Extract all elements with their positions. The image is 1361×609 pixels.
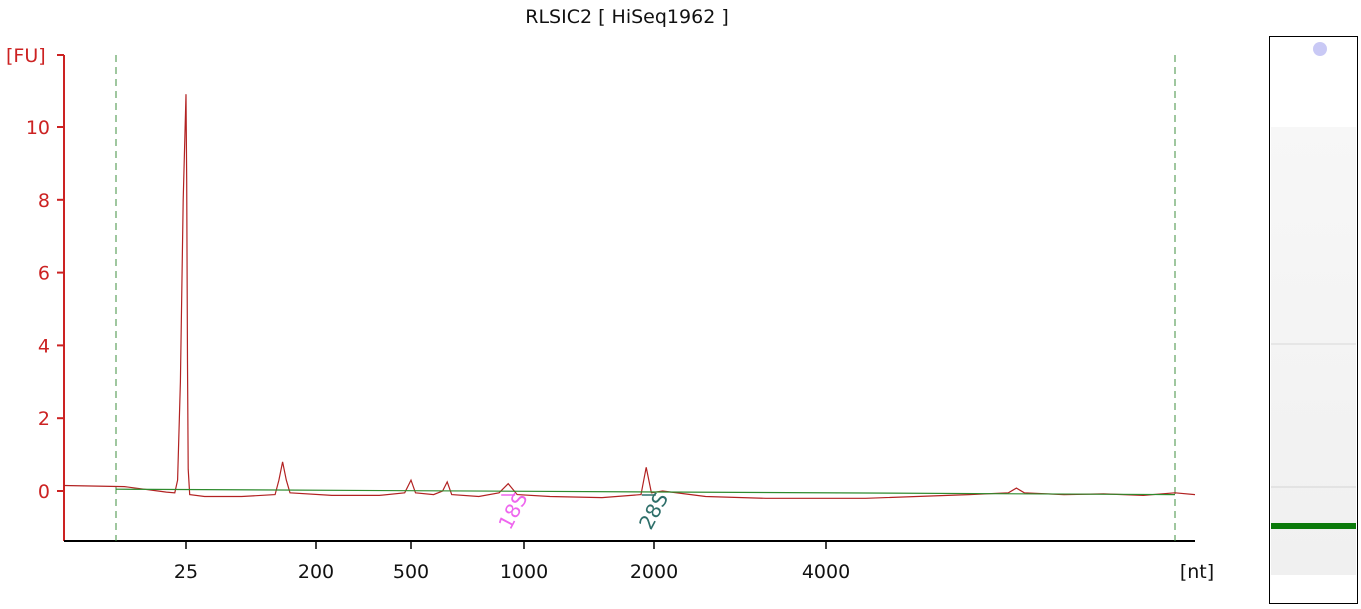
- series-group: [63, 94, 1196, 499]
- x-tick-label: 25: [174, 561, 198, 583]
- x-tick-label: 1000: [500, 561, 548, 583]
- gel-well-marker: [1313, 42, 1327, 56]
- x-axis-label: [nt]: [1180, 561, 1214, 583]
- y-tick-label: 6: [38, 263, 50, 285]
- y-tick-label: 8: [38, 190, 50, 212]
- electropherogram-plot: [FU] 0 2 4 6 8 10 25 200 500 1000 2000 4000 [nt] 18S 2…: [6, 45, 1214, 583]
- gel-lane-background: [1271, 127, 1356, 575]
- gel-lane-svg: [1271, 42, 1356, 575]
- gel-lane-image: [1269, 36, 1358, 604]
- y-axis-label: [FU]: [6, 45, 46, 67]
- x-tick-label: 4000: [802, 561, 850, 583]
- marker-labels: 18S 28S: [493, 488, 673, 533]
- baseline-line: [115, 488, 1176, 496]
- y-tick-label: 4: [38, 335, 50, 357]
- y-tick-label: 2: [38, 408, 50, 430]
- trace-line: [63, 94, 1196, 499]
- y-tick-label: 0: [38, 481, 50, 503]
- x-tick-label: 2000: [630, 561, 678, 583]
- x-tick-label: 200: [298, 561, 334, 583]
- boundary-lines: [115, 55, 1176, 541]
- x-tick-label: 500: [393, 561, 429, 583]
- y-tick-label: 10: [26, 117, 50, 139]
- axes: [FU] 0 2 4 6 8 10 25 200 500 1000 2000 4000 [nt]: [6, 45, 1214, 583]
- chart-title: RLSIC2 [ HiSeq1962 ]: [525, 6, 729, 28]
